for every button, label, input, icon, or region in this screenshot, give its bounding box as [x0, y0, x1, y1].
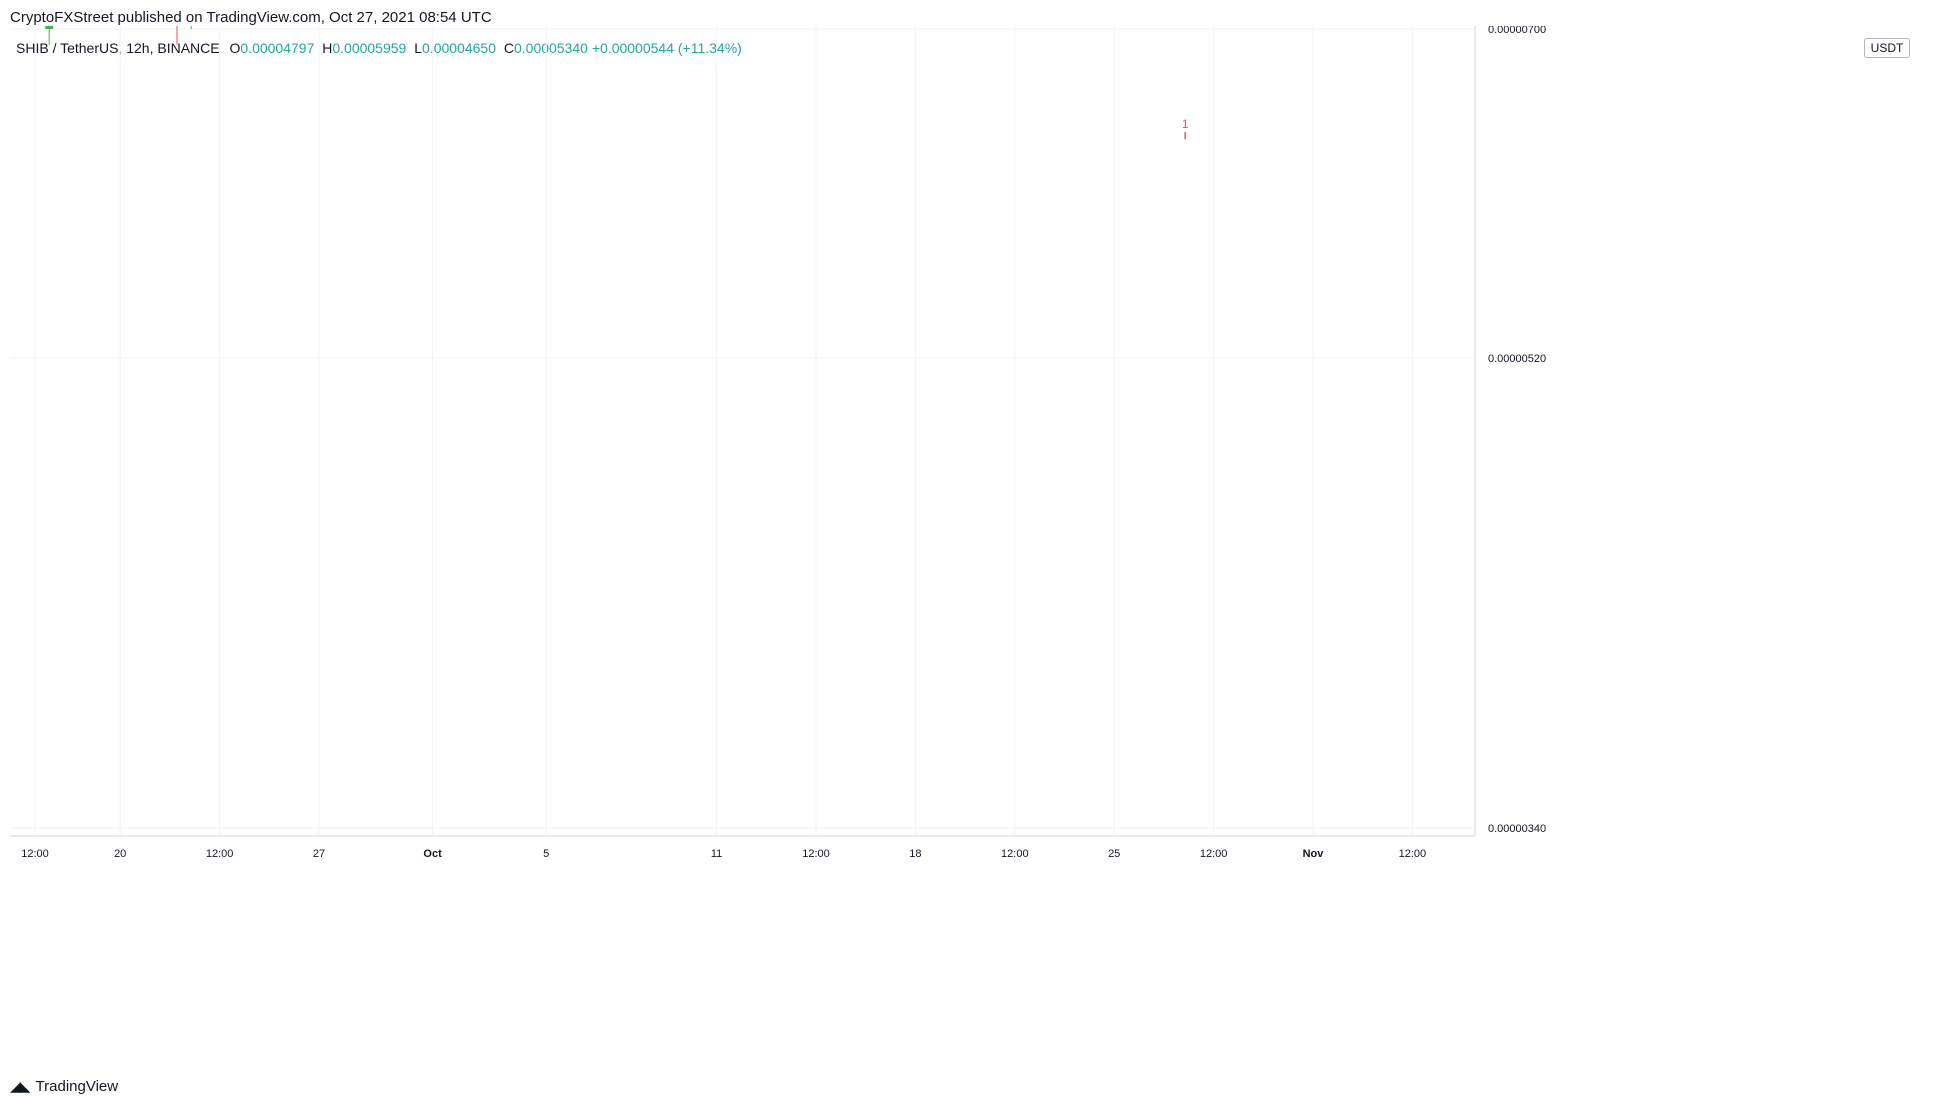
y-tick-label: 0.00000700	[1488, 26, 1546, 36]
x-tick-label: 25	[1108, 848, 1120, 860]
x-tick-label: Oct	[423, 848, 442, 860]
candlestick-chart[interactable]: 0.000070000.000065000.000060000.00005600…	[10, 26, 1842, 1036]
tradingview-logo-icon: ◢◣	[10, 1078, 31, 1095]
ohlc-key-c: C	[499, 40, 514, 56]
ohlc-value-l: 0.00004650	[422, 40, 496, 56]
x-tick-label: Nov	[1303, 848, 1325, 860]
brand-text: TradingView	[35, 1078, 119, 1095]
x-tick-label: 27	[313, 848, 325, 860]
x-tick-label: 5	[543, 848, 549, 860]
ohlc-values: O0.00004797 H0.00005959 L0.00004650 C0.0…	[224, 40, 592, 56]
x-tick-label: 12:00	[802, 848, 830, 860]
signal-label: 1	[1182, 117, 1189, 131]
ohlc-value-c: 0.00005340	[513, 40, 588, 56]
ohlc-key-l: L	[410, 40, 423, 56]
footer-brand: ◢◣ TradingView	[10, 1078, 118, 1095]
x-tick-label: 11	[711, 848, 722, 860]
currency-chip[interactable]: USDT	[1864, 38, 1910, 58]
symbol-ohlc-line: SHIB / TetherUS, 12h, BINANCE O0.0000479…	[16, 40, 742, 56]
ohlc-value-h: 0.00005959	[332, 40, 407, 56]
x-tick-label: 18	[909, 848, 921, 860]
y-tick-label: 0.00000520	[1488, 353, 1546, 365]
x-tick-label: 20	[114, 848, 126, 860]
candle-up	[45, 26, 54, 29]
x-tick-label: 12:00	[1399, 848, 1427, 860]
publish-caption: CryptoFXStreet published on TradingView.…	[10, 9, 492, 26]
change-value: +0.00000544 (+11.34%)	[591, 40, 742, 56]
x-tick-label: 12:00	[206, 848, 234, 860]
x-tick-label: 12:00	[1001, 848, 1029, 860]
chart-area[interactable]: 0.000070000.000065000.000060000.00005600…	[10, 26, 1842, 1036]
ohlc-value-o: 0.00004797	[240, 40, 315, 56]
x-tick-label: 12:00	[21, 848, 49, 860]
ohlc-key-h: H	[318, 40, 333, 56]
symbol-label[interactable]: SHIB / TetherUS, 12h, BINANCE	[16, 40, 220, 56]
x-tick-label: 12:00	[1200, 848, 1228, 860]
y-tick-label: 0.00000340	[1488, 823, 1546, 835]
ohlc-key-o: O	[229, 40, 241, 56]
